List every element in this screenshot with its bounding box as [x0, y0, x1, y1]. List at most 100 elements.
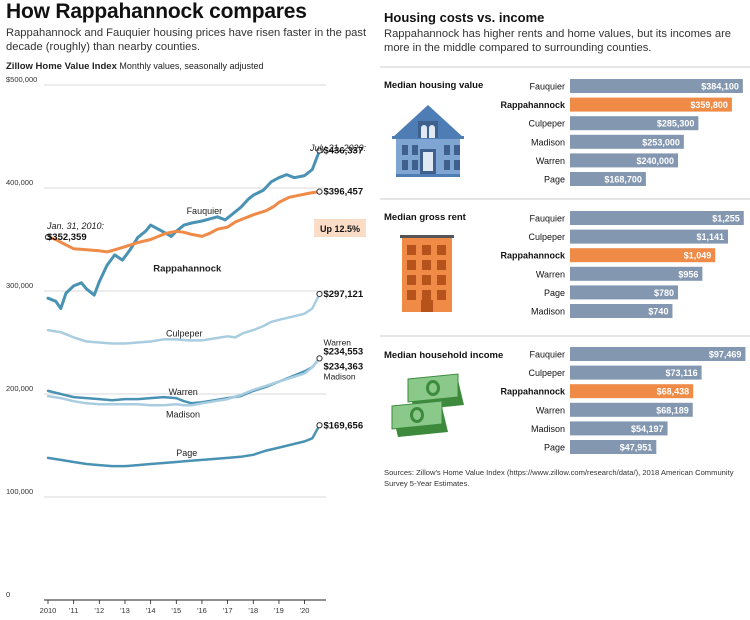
bar-value-label: $253,000: [642, 137, 680, 147]
bar-rappahannock: [570, 248, 716, 263]
end-marker: [316, 147, 323, 154]
end-marker: [316, 188, 323, 195]
bar-value-label: $68,438: [657, 387, 690, 397]
bar-fauquier: [570, 79, 743, 93]
bar-value-label: $97,469: [709, 350, 742, 360]
end-value-label: $436,337: [323, 146, 363, 157]
bar-value-label: $359,800: [690, 100, 728, 110]
bar-warren: [570, 402, 693, 417]
bar-category-label: Culpeper: [528, 119, 565, 129]
bar-value-label: $47,951: [620, 443, 653, 453]
end-marker: [316, 355, 323, 362]
bar-value-label: $73,116: [666, 368, 698, 378]
index-note: Monthly values, seasonally adjusted: [119, 61, 264, 71]
bar-rappahannock: [570, 384, 694, 399]
y-tick-label: 0: [6, 590, 10, 599]
start-date-label: Jan. 31, 2010:: [46, 221, 105, 231]
bar-panel-title: Median housing value: [384, 80, 483, 91]
series-line-page: [46, 424, 321, 468]
bar-culpeper: [570, 365, 702, 380]
series-end-name-warren: Warren: [323, 337, 351, 347]
line-chart: 0 100,000 200,000 300,000 400,000 $500,000 201…: [6, 75, 367, 615]
bar-rappahannock: [570, 97, 732, 112]
bar-panel-title: Median household income: [384, 350, 503, 361]
bar-category-label: Culpeper: [528, 368, 565, 378]
bar-value-label: $54,197: [631, 424, 664, 434]
bar-category-label: Rappahannock: [500, 387, 566, 397]
bar-culpeper: [570, 229, 728, 244]
bar-category-label: Page: [544, 175, 565, 185]
x-tick-label: '12: [94, 606, 104, 615]
house-icon: [392, 105, 464, 177]
bar-category-label: Culpeper: [528, 232, 565, 242]
bar-madison: [570, 304, 673, 318]
x-tick-label: '18: [248, 606, 258, 615]
bar-category-label: Warren: [536, 269, 565, 279]
end-date-label: July 31, 2020:: [309, 143, 367, 153]
index-caption: Zillow Home Value Index Monthly values, …: [6, 61, 263, 72]
money-icon: [391, 373, 464, 437]
x-tick-label: 2010: [40, 606, 57, 615]
bar-category-label: Fauquier: [529, 82, 565, 92]
apartment-building-icon: [400, 235, 454, 312]
bar-category-label: Fauquier: [529, 350, 565, 360]
bar-madison: [570, 421, 668, 436]
bar-category-label: Warren: [536, 405, 565, 415]
x-tick-label: '14: [146, 606, 156, 615]
right-title: Housing costs vs. income: [384, 10, 545, 25]
end-value-label: $169,656: [323, 420, 363, 431]
y-tick-label: 300,000: [6, 281, 33, 290]
series-line-rappahannock: [46, 190, 321, 254]
bar-panel-title: Median gross rent: [384, 212, 467, 223]
series-name-label: Fauquier: [187, 206, 223, 216]
series-name-label: Culpeper: [166, 328, 203, 338]
series-name-label: Page: [176, 448, 197, 458]
bar-category-label: Madison: [531, 424, 565, 434]
end-value-label: $396,457: [323, 187, 363, 198]
x-tick-label: '15: [171, 606, 181, 615]
bar-value-label: $956: [678, 269, 698, 279]
y-tick-label: 400,000: [6, 178, 33, 187]
callout-box: [314, 219, 366, 237]
end-marker: [316, 422, 323, 429]
bar-charts: Median housing value Fauquier $384,100 Rapp…: [380, 66, 750, 454]
bar-value-label: $1,255: [712, 214, 740, 224]
series-name-label: Rappahannock: [153, 263, 222, 274]
bar-category-label: Rappahannock: [500, 100, 566, 110]
series-end-name-madison: Madison: [323, 371, 355, 381]
bar-category-label: Madison: [531, 137, 565, 147]
bar-value-label: $384,100: [701, 82, 739, 92]
end-value-label: $297,121: [323, 289, 363, 300]
x-tick-label: '11: [69, 606, 78, 615]
bar-category-label: Warren: [536, 156, 565, 166]
bar-value-label: $168,700: [604, 175, 642, 185]
sources-note: Sources: Zillow's Home Value Index (http…: [384, 468, 734, 488]
x-tick-label: '20: [300, 606, 310, 615]
bar-value-label: $240,000: [636, 156, 674, 166]
start-value-label: $352,359: [47, 232, 87, 243]
x-tick-label: '16: [197, 606, 207, 615]
x-tick-label: '19: [274, 606, 284, 615]
y-tick-label: 200,000: [6, 384, 33, 393]
bar-value-label: $780: [654, 288, 674, 298]
page-subtitle: Rappahannock and Fauquier housing prices…: [6, 27, 367, 53]
bar-page: [570, 172, 646, 186]
bar-fauquier: [570, 211, 744, 225]
bar-category-label: Madison: [531, 307, 565, 317]
right-subtitle: Rappahannock has higher rents and home v…: [384, 28, 732, 54]
series-name-label: Madison: [166, 410, 200, 420]
end-marker: [316, 290, 323, 298]
end-value-label: $234,363: [323, 362, 363, 373]
bar-value-label: $740: [648, 307, 668, 317]
bar-category-label: Page: [544, 443, 565, 453]
bar-madison: [570, 134, 684, 149]
x-tick-label: '13: [120, 606, 130, 615]
index-label: Zillow Home Value Index: [6, 61, 117, 72]
end-value-label: $234,553: [323, 346, 363, 357]
bar-warren: [570, 153, 678, 168]
series-name-label: Warren: [169, 387, 198, 397]
series-line-fauquier: [46, 149, 321, 310]
bar-warren: [570, 266, 703, 281]
series-line-culpeper: [46, 292, 321, 345]
